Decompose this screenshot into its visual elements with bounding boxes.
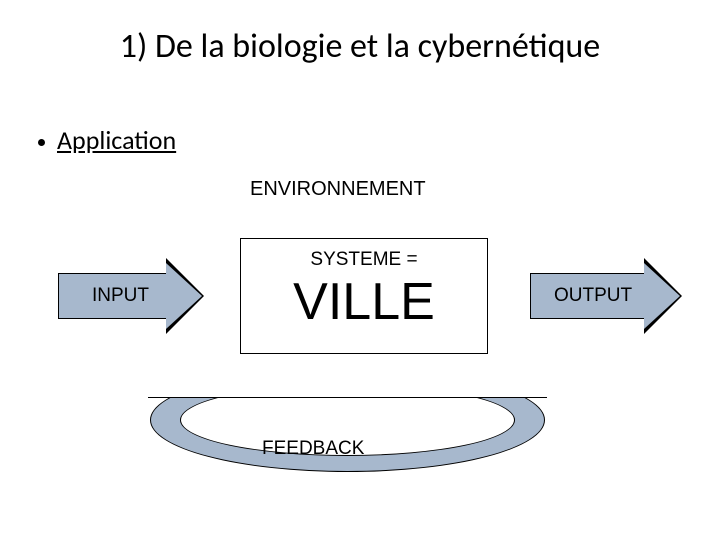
slide-root: 1) De la biologie et la cybernétique App… [0,0,720,540]
feedback-arc-mask [148,366,547,398]
output-arrow: OUTPUT [530,258,682,334]
slide-title: 1) De la biologie et la cybernétique [0,26,720,67]
input-arrow: INPUT [58,258,204,334]
bullet-application: Application [38,124,176,156]
bullet-text: Application [57,124,176,156]
system-main-label: VILLE [241,275,487,330]
system-equals-label: SYSTEME = [241,249,487,271]
feedback-label: FEEDBACK [262,438,364,460]
input-arrow-head-icon [166,258,204,334]
input-label: INPUT [92,285,149,307]
output-arrow-head-icon [644,258,682,334]
bullet-dot-icon [38,139,45,146]
output-label: OUTPUT [554,285,632,307]
system-box: SYSTEME = VILLE [240,238,488,354]
environment-label: ENVIRONNEMENT [250,178,426,201]
